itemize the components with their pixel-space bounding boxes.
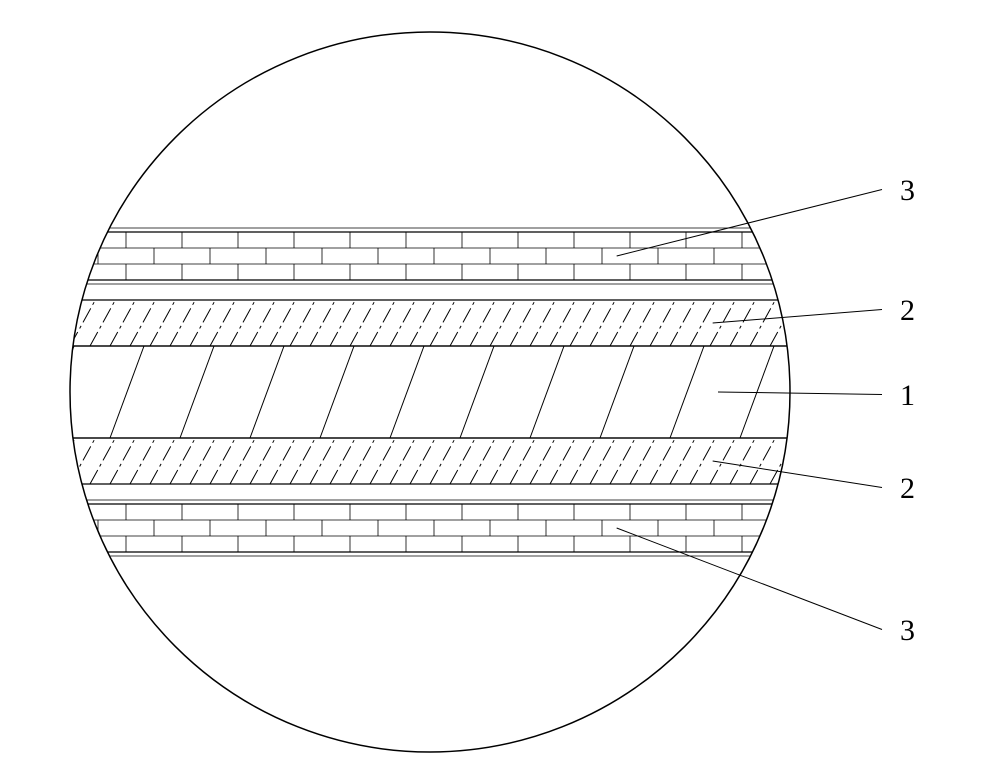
label-number: 1: [900, 379, 915, 412]
view-circle: [70, 32, 790, 752]
label-number: 3: [900, 614, 915, 647]
label-number: 3: [900, 174, 915, 207]
label-number: 2: [900, 294, 915, 327]
label-number: 2: [900, 472, 915, 505]
